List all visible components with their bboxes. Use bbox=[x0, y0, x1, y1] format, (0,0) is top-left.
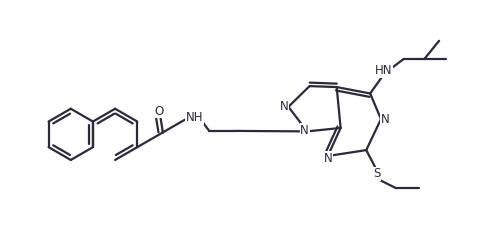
Text: O: O bbox=[155, 105, 164, 118]
Text: N: N bbox=[324, 152, 332, 165]
Text: NH: NH bbox=[186, 111, 203, 124]
Text: S: S bbox=[373, 167, 381, 180]
Text: N: N bbox=[381, 113, 389, 125]
Text: N: N bbox=[280, 100, 289, 113]
Text: N: N bbox=[300, 124, 309, 137]
Text: HN: HN bbox=[375, 64, 393, 77]
